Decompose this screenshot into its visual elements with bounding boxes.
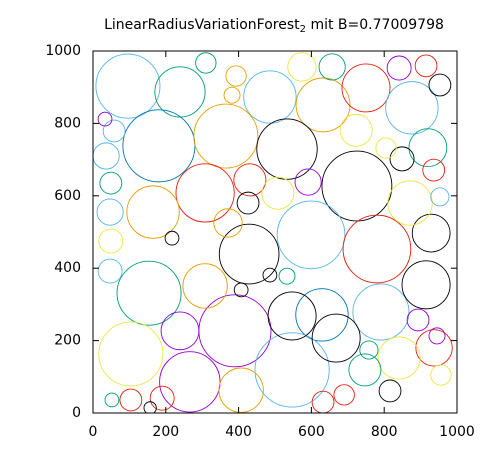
x-tick-label: 1000 (439, 424, 475, 440)
circle (213, 208, 243, 238)
circle (218, 223, 280, 285)
y-tick-label: 200 (54, 333, 81, 349)
circle (93, 142, 120, 170)
circle (348, 353, 382, 387)
x-tick-label: 600 (298, 424, 325, 440)
circle (428, 327, 446, 345)
circle (341, 63, 391, 113)
circle (233, 282, 249, 298)
circle (321, 150, 393, 222)
circle (278, 267, 296, 285)
circle (287, 52, 317, 82)
circle (97, 258, 123, 284)
circle (116, 260, 182, 326)
circle (195, 52, 217, 74)
circle (428, 73, 452, 97)
circle (126, 185, 180, 239)
circle (262, 267, 278, 283)
circle (96, 198, 124, 226)
circle (236, 191, 260, 215)
circle (387, 180, 433, 226)
circle (430, 364, 452, 386)
circle (386, 55, 412, 81)
circle (333, 384, 355, 406)
circle (389, 146, 415, 172)
title-main: LinearRadiusVariationForest (104, 17, 300, 33)
circle (164, 230, 180, 246)
title-subscript: 2 (300, 24, 306, 35)
circle (267, 291, 317, 341)
circle (406, 308, 430, 332)
circle (359, 340, 379, 360)
circle (97, 111, 113, 127)
circle (98, 228, 124, 254)
circle (154, 66, 206, 118)
circle (276, 200, 346, 270)
circle (422, 158, 446, 182)
circle (99, 171, 123, 195)
circle (198, 294, 272, 368)
circle (318, 53, 346, 81)
circle (385, 81, 439, 135)
circle (223, 86, 241, 104)
circle (225, 65, 247, 87)
circle (294, 168, 322, 196)
circle (352, 283, 410, 341)
y-tick-label: 400 (54, 260, 81, 276)
y-tick-label: 0 (72, 405, 81, 421)
circle (149, 385, 175, 411)
circle (233, 163, 267, 197)
x-tick-label: 400 (225, 424, 252, 440)
circle (119, 388, 143, 412)
plot-border (92, 50, 458, 414)
circle (295, 288, 349, 342)
y-tick-label: 600 (54, 188, 81, 204)
circle (104, 392, 120, 408)
chart-title: LinearRadiusVariationForest2 mit B=0.770… (104, 17, 444, 35)
x-tick-label: 200 (152, 424, 179, 440)
plot-area (93, 52, 453, 413)
circle (414, 54, 438, 78)
circle (261, 176, 295, 210)
circle (193, 103, 259, 169)
y-tick-label: 800 (54, 115, 81, 131)
circle (430, 187, 450, 207)
circle (95, 53, 161, 119)
circle (377, 336, 421, 380)
x-tick-label: 0 (89, 424, 98, 440)
circle (378, 379, 402, 403)
circle (401, 260, 451, 310)
circle (256, 118, 318, 180)
circle (339, 113, 373, 147)
circle (411, 213, 451, 253)
circle (408, 128, 448, 168)
circle (175, 163, 235, 223)
circle (159, 351, 221, 413)
circle (143, 401, 157, 413)
circle (311, 390, 335, 413)
circle (254, 332, 330, 408)
circle (243, 70, 297, 124)
circle (122, 109, 196, 183)
circle (182, 263, 228, 309)
circle (218, 367, 264, 413)
circle (295, 77, 351, 133)
y-tick-label: 1000 (45, 43, 81, 59)
x-tick-label: 800 (371, 424, 398, 440)
circle (311, 313, 361, 363)
circle (160, 311, 200, 351)
circle (415, 329, 453, 367)
circle (98, 321, 164, 387)
title-suffix: mit B=0.77009798 (306, 17, 444, 33)
circle (342, 214, 412, 284)
circle (102, 119, 126, 143)
circle (375, 137, 397, 159)
